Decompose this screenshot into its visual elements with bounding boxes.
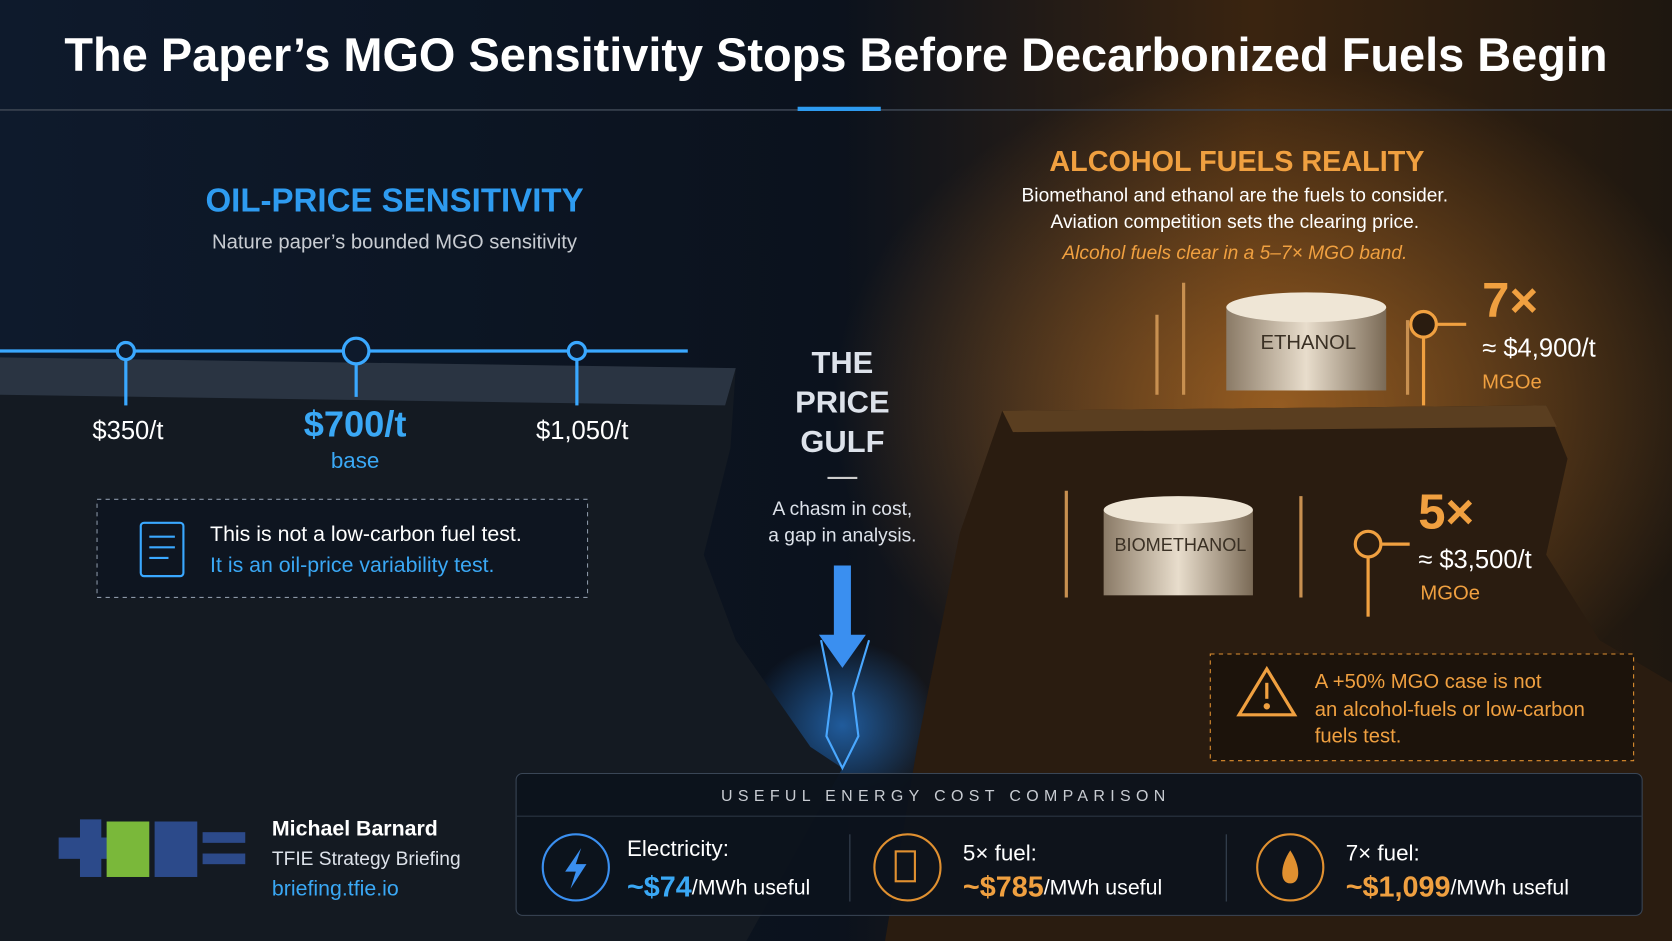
note-line: This is not a low-carbon fuel test. (210, 522, 522, 546)
right-heading: ALCOHOL FUELS REALITY (1049, 146, 1424, 178)
multiple: 5× (1418, 485, 1474, 539)
item-value: ~$1,099 (1346, 871, 1451, 903)
item-cost: ~$1,099/MWh useful (1346, 871, 1569, 903)
logo (58, 819, 246, 877)
point (341, 336, 371, 366)
tank-label: ETHANOL (1261, 332, 1357, 354)
doc-icon (139, 521, 185, 578)
point (566, 340, 588, 362)
item-cost: ~$785/MWh useful (963, 871, 1162, 903)
right-line: Biomethanol and ethanol are the fuels to… (1022, 185, 1449, 206)
item-label: 5× fuel: (963, 840, 1037, 865)
price-base: $700/t (304, 403, 407, 444)
right-cliff-top (1002, 405, 1557, 433)
warning-line: A +50% MGO case is not (1315, 671, 1542, 693)
gulf-heading: PRICE (795, 385, 889, 420)
tank-label: BIOMETHANOL (1114, 535, 1246, 555)
gulf-heading: GULF (800, 424, 884, 459)
item-cost: ~$74/MWh useful (627, 871, 810, 903)
pump (894, 850, 916, 883)
warning-line: an alcohol-fuels or low-carbon (1315, 699, 1585, 721)
right-line: Aviation competition sets the clearing p… (1051, 212, 1420, 233)
item-label: 7× fuel: (1346, 840, 1420, 865)
left-heading: OIL-PRICE SENSITIVITY (205, 182, 583, 219)
title: The Paper’s MGO Sensitivity Stops Before… (64, 29, 1607, 81)
tank-top (1103, 496, 1253, 524)
item-unit: /MWh useful (1451, 875, 1569, 899)
timeline-points (115, 336, 588, 406)
multiple: 7× (1482, 274, 1538, 328)
item-unit: /MWh useful (692, 875, 810, 899)
markers (1353, 309, 1467, 617)
price-high: $1,050/t (536, 417, 628, 445)
item-value: ~$74 (627, 871, 692, 903)
drop (1282, 850, 1299, 884)
bolt (565, 848, 587, 889)
icon-drop (1256, 833, 1325, 902)
org: TFIE Strategy Briefing (272, 849, 461, 870)
icon-fuel (873, 833, 942, 902)
warning-box (1209, 653, 1635, 762)
gulf-caption: A chasm in cost, (773, 499, 913, 520)
gulf-caption: a gap in analysis. (768, 526, 916, 547)
item-label: Electricity: (627, 836, 729, 861)
right-highlight: Alcohol fuels clear in a 5–7× MGO band. (1061, 243, 1407, 264)
warning-line: fuels test. (1315, 726, 1402, 748)
icon-electricity (541, 833, 610, 902)
marker-unit: MGOe (1420, 583, 1480, 605)
comparison-panel (515, 772, 1643, 916)
tank-top (1226, 292, 1387, 323)
base-label: base (331, 448, 380, 473)
comparison-title: USEFUL ENERGY COST COMPARISON (721, 788, 1171, 805)
item-value: ~$785 (963, 871, 1044, 903)
tank (1103, 509, 1253, 596)
note-box (96, 498, 589, 598)
gulf-heading: THE (811, 345, 873, 380)
item-unit: /MWh useful (1044, 875, 1162, 899)
left-cliff-top (0, 357, 736, 406)
point (115, 340, 136, 362)
down-arrow (818, 565, 866, 668)
refinery (1064, 282, 1410, 598)
marker-unit: MGOe (1482, 371, 1542, 393)
note-line: It is an oil-price variability test. (210, 553, 494, 577)
warning-icon (1236, 665, 1298, 717)
marker-price: ≈ $3,500/t (1418, 546, 1532, 574)
url: briefing.tfie.io (272, 876, 399, 900)
lightning (820, 639, 871, 771)
author: Michael Barnard (272, 817, 438, 841)
left-subtitle: Nature paper’s bounded MGO sensitivity (212, 232, 578, 254)
price-low: $350/t (92, 417, 163, 445)
marker-price: ≈ $4,900/t (1482, 335, 1596, 363)
